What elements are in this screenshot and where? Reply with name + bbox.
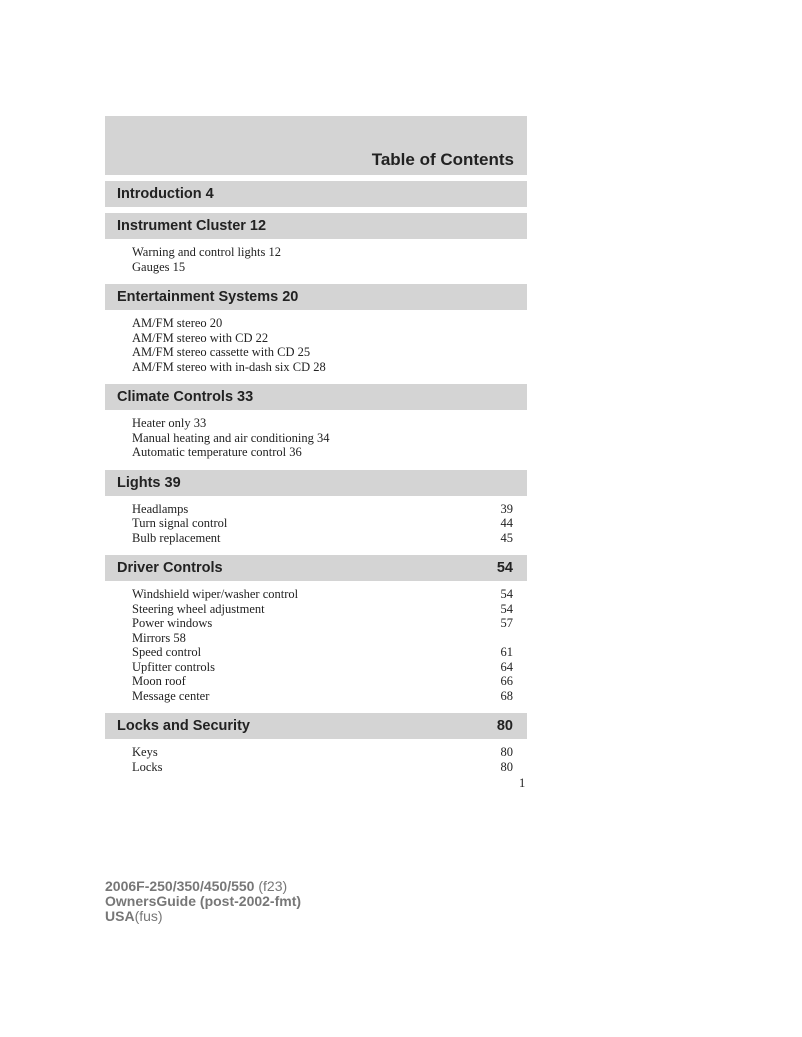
toc-entry-text: Gauges 15: [132, 259, 186, 274]
toc-entry[interactable]: Automatic temperature control 36: [105, 445, 527, 460]
toc-entry-text: Heater only 33: [132, 416, 207, 430]
section-header[interactable]: Entertainment Systems 20: [105, 284, 527, 310]
toc-entry-text: Bulb replacement: [132, 530, 221, 545]
toc-entry[interactable]: Moon roof 66: [105, 674, 527, 689]
toc-entry-text: Mirrors 58: [132, 630, 186, 645]
toc-entry[interactable]: Steering wheel adjustment 54: [105, 602, 527, 617]
footer-model: 2006F-250/350/450/550: [105, 878, 255, 894]
toc-entry-text: AM/FM stereo with CD 22: [132, 330, 269, 345]
toc-entry[interactable]: Gauges 15: [105, 260, 527, 275]
toc-entry-page: 57: [500, 616, 514, 630]
section-header[interactable]: Driver Controls 54: [105, 555, 527, 581]
section-header[interactable]: Lights 39: [105, 469, 527, 496]
toc-entry-text: AM/FM stereo cassette with CD 25: [132, 345, 311, 359]
toc-entry[interactable]: Locks 80: [105, 760, 527, 775]
toc-entry[interactable]: Windshield wiper/washer control 54: [105, 587, 527, 602]
toc-entry-page: 80: [500, 759, 514, 774]
section-items: Headlamps 39 Turn signal control 44 Bulb rep…: [105, 496, 527, 550]
footer-guide: OwnersGuide (post-2002-fmt): [105, 893, 302, 909]
toc-entry[interactable]: Upfitter controls 64: [105, 660, 527, 675]
section-page: 80: [496, 718, 513, 734]
table-of-contents: Table of Contents Introduction 4 Instrume…: [105, 116, 527, 778]
toc-entry-page: 39: [500, 501, 514, 516]
toc-entry-text: AM/FM stereo with in-dash six CD 28: [132, 359, 326, 374]
toc-entry-text: Manual heating and air conditioning 34: [132, 430, 330, 445]
section-title: Lights 39: [117, 474, 181, 491]
toc-entry-text: Headlamps: [132, 501, 189, 516]
toc-entry-page: 45: [500, 530, 514, 545]
section-items: AM/FM stereo 20 AM/FM stereo with CD 22 AM…: [105, 310, 527, 378]
footer: 2006F-250/350/450/550 (f23) OwnersGuide …: [105, 879, 301, 924]
toc-entry-text: AM/FM stereo 20: [132, 316, 223, 330]
toc-entry-page: 66: [500, 674, 514, 688]
footer-code: (f23): [254, 878, 288, 894]
toc-entry-text: Steering wheel adjustment: [132, 601, 265, 616]
section-items: Keys 80 Locks 80: [105, 739, 527, 778]
toc-entry[interactable]: Mirrors 58: [105, 631, 527, 646]
toc-entry-page: 44: [500, 516, 514, 530]
toc-entry-text: Automatic temperature control 36: [132, 445, 302, 459]
footer-market-code: (fus): [134, 908, 163, 924]
toc-entry[interactable]: AM/FM stereo cassette with CD 25: [105, 345, 527, 360]
toc-entry-text: Keys: [132, 745, 158, 759]
toc-entry[interactable]: Warning and control lights 12: [105, 245, 527, 260]
toc-entry[interactable]: AM/FM stereo 20: [105, 316, 527, 331]
toc-entry-text: Moon roof: [132, 674, 186, 688]
section-title: Climate Controls 33: [117, 389, 254, 405]
toc-entry[interactable]: AM/FM stereo with in-dash six CD 28: [105, 360, 527, 375]
section-items: Heater only 33 Manual heating and air con…: [105, 410, 527, 464]
toc-entry-text: Locks: [132, 759, 163, 774]
toc-entry-text: Speed control: [132, 645, 202, 659]
section-title: Locks and Security: [117, 718, 250, 734]
toc-title-bar: Table of Contents: [105, 116, 527, 175]
section-header[interactable]: Locks and Security 80: [105, 713, 527, 739]
toc-entry[interactable]: Power windows 57: [105, 616, 527, 631]
toc-entry[interactable]: AM/FM stereo with CD 22: [105, 331, 527, 346]
toc-entry-text: Upfitter controls: [132, 659, 215, 674]
section-page: 54: [496, 560, 513, 576]
toc-entry-text: Warning and control lights 12: [132, 245, 281, 259]
toc-entry[interactable]: Speed control 61: [105, 645, 527, 660]
toc-entry[interactable]: Headlamps 39: [105, 502, 527, 517]
page-title: Table of Contents: [371, 150, 514, 169]
toc-entry-text: Turn signal control: [132, 516, 228, 530]
toc-entry[interactable]: Keys 80: [105, 745, 527, 760]
section-title: Entertainment Systems 20: [117, 289, 299, 305]
toc-entry-page: 61: [500, 645, 514, 659]
toc-entry-text: Windshield wiper/washer control: [132, 587, 299, 601]
toc-entry-text: Power windows: [132, 616, 213, 630]
toc-entry-text: Message center: [132, 688, 210, 703]
toc-entry[interactable]: Heater only 33: [105, 416, 527, 431]
section-items: Windshield wiper/washer control 54 Steerin…: [105, 581, 527, 707]
section-title: Instrument Cluster 12: [117, 218, 267, 234]
toc-entry-page: 80: [500, 745, 514, 759]
page-number: 1: [519, 776, 526, 790]
section-header[interactable]: Instrument Cluster 12: [105, 213, 527, 239]
toc-entry[interactable]: Manual heating and air conditioning 34: [105, 431, 527, 446]
section-title: Driver Controls: [117, 560, 223, 576]
section-items: Warning and control lights 12 Gauges 15: [105, 239, 527, 278]
toc-entry-page: 64: [500, 659, 514, 674]
toc-entry-page: 68: [500, 688, 514, 703]
toc-entry[interactable]: Turn signal control 44: [105, 516, 527, 531]
footer-market: USA: [105, 908, 135, 924]
toc-entry[interactable]: Bulb replacement 45: [105, 531, 527, 546]
toc-entry-page: 54: [500, 601, 514, 616]
section-header[interactable]: Climate Controls 33: [105, 384, 527, 410]
section-title: Introduction 4: [117, 186, 214, 202]
toc-entry-page: 54: [500, 587, 514, 601]
section-header[interactable]: Introduction 4: [105, 181, 527, 207]
toc-entry[interactable]: Message center 68: [105, 689, 527, 704]
